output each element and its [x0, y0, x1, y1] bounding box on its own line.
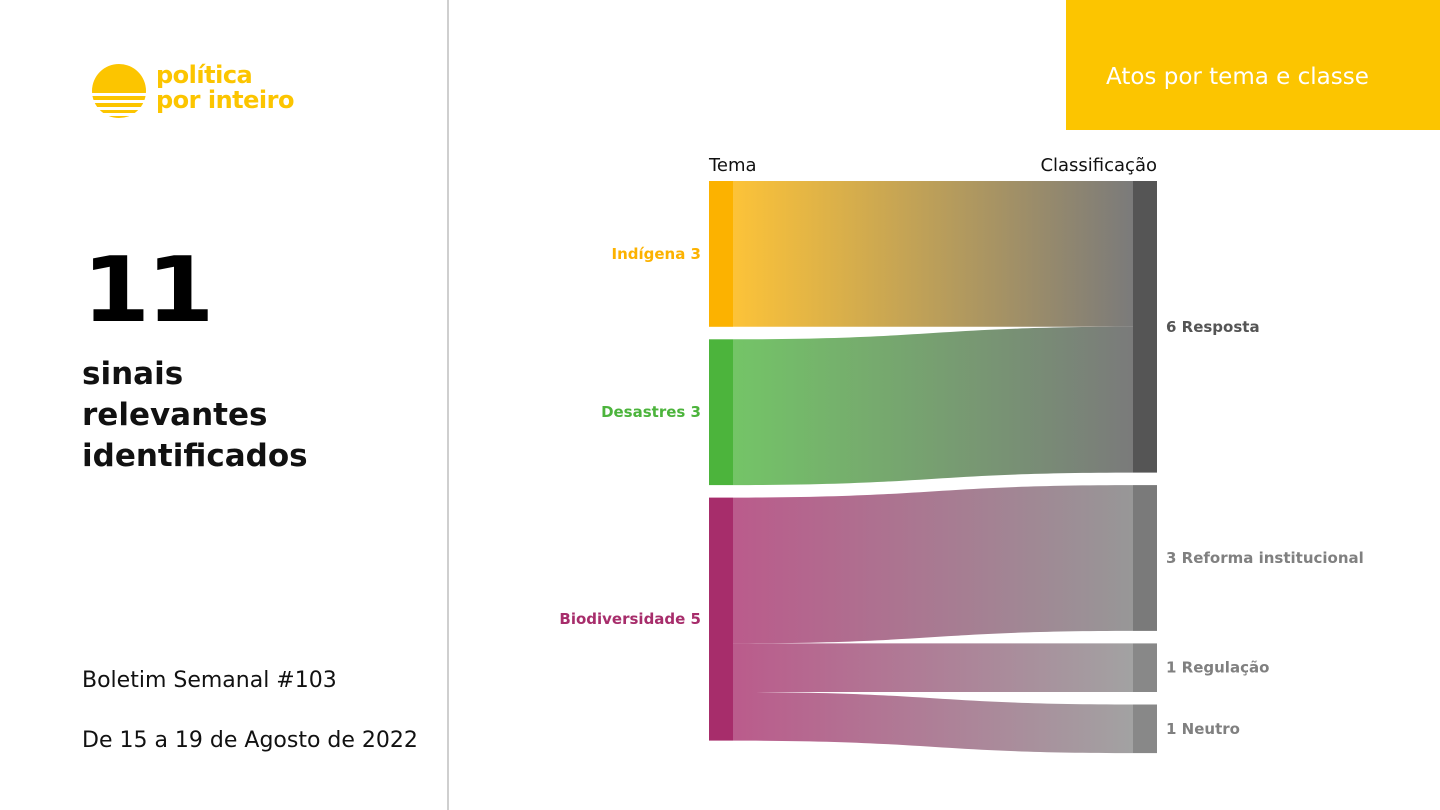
chart-title: Atos por tema e classe: [1106, 64, 1369, 90]
sun-logo-icon: [92, 64, 146, 118]
source-node-biodiversidade: [709, 497, 733, 741]
brand-name-line2: por inteiro: [156, 86, 294, 114]
target-node-regulação: [1133, 643, 1157, 692]
left-panel: política por inteiro 11 sinais relevante…: [0, 0, 447, 810]
brand-name: política por inteiro: [156, 63, 294, 113]
source-label: Indígena 3: [611, 245, 701, 263]
bulletin-date-range: De 15 a 19 de Agosto de 2022: [82, 728, 418, 753]
target-node-neutro: [1133, 704, 1157, 754]
sankey-link-desastres-resposta: [733, 326, 1133, 486]
source-label: Desastres 3: [601, 403, 701, 421]
sankey-link-biodiversidade-neutro: [733, 692, 1133, 754]
signal-caption-line: relevantes: [82, 397, 268, 433]
sankey-svg: Indígena 3 Desastres 3 Biodiversidade 5 6 R…: [559, 155, 1364, 754]
brand-name-line1: política: [156, 61, 253, 89]
source-axis-label: Tema: [708, 155, 757, 176]
sankey-chart: Indígena 3 Desastres 3 Biodiversidade 5 6 R…: [449, 0, 1440, 810]
target-label: 1 Neutro: [1166, 720, 1240, 738]
signal-count: 11: [82, 238, 214, 344]
sankey-link-indígena-resposta: [733, 181, 1133, 327]
target-label: 3 Reforma institucional: [1166, 549, 1364, 567]
vertical-divider: [447, 0, 449, 810]
signal-caption-line: sinais: [82, 356, 184, 392]
target-axis-label: Classificação: [1040, 155, 1157, 176]
source-label: Biodiversidade 5: [559, 610, 701, 628]
bulletin-title: Boletim Semanal #103: [82, 668, 337, 693]
header-box: Atos por tema e classe: [1066, 0, 1440, 130]
target-node-reforma-institucional: [1133, 485, 1157, 631]
target-label: 1 Regulação: [1166, 659, 1269, 677]
signal-caption: sinais relevantes identificados: [82, 354, 402, 477]
source-node-desastres: [709, 339, 733, 486]
signal-caption-line: identificados: [82, 438, 308, 474]
target-label: 6 Resposta: [1166, 318, 1260, 336]
target-node-resposta: [1133, 181, 1157, 473]
sankey-link-biodiversidade-reforma-institucional: [733, 485, 1133, 644]
source-node-indígena: [709, 181, 733, 327]
brand-logo: política por inteiro: [92, 63, 322, 123]
sankey-link-biodiversidade-regulação: [733, 643, 1133, 692]
